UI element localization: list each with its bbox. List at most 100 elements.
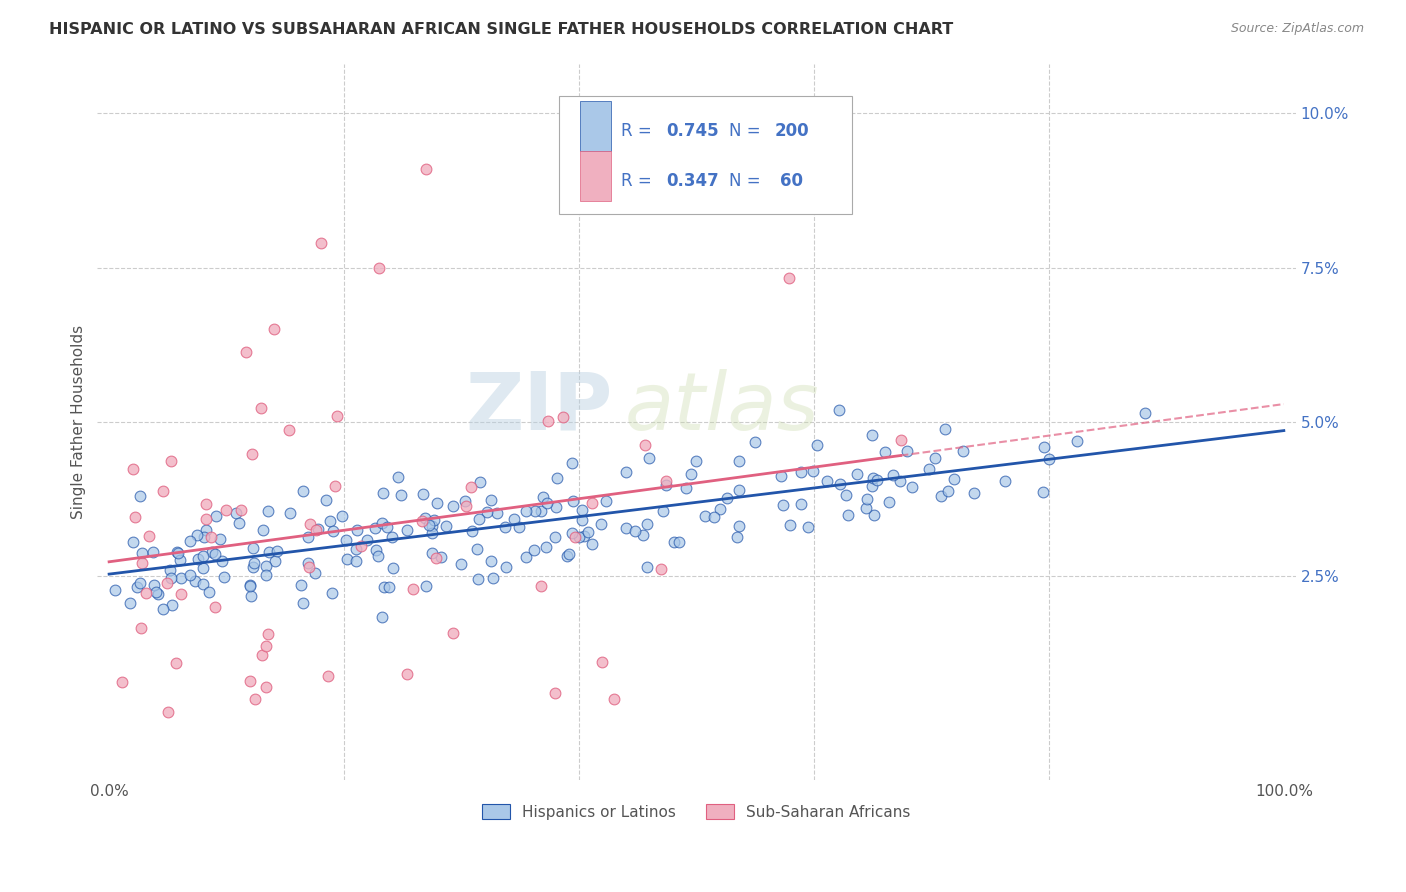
Point [326,409,349,423]
Point [200,531,222,545]
Point [170,586,193,600]
Point [502,512,524,526]
Point [924,450,946,465]
Point [430,549,453,564]
Point [242,560,264,574]
Point [837,508,859,522]
Point [543,530,565,544]
Point [815,474,838,488]
Point [193,549,215,563]
Point [662,535,685,549]
Point [453,494,475,508]
Point [243,692,266,706]
Point [128,489,150,503]
Point [256,627,278,641]
Point [568,530,591,544]
Point [1032,485,1054,500]
Point [531,490,554,504]
Point [305,523,328,537]
Point [418,518,440,533]
Point [292,483,315,498]
Text: 200: 200 [775,122,808,140]
Point [377,581,399,595]
Point [901,480,924,494]
Point [873,445,896,459]
Point [191,577,214,591]
Point [104,583,127,598]
Point [877,495,900,509]
Point [179,568,201,582]
Point [523,543,546,558]
Point [138,529,160,543]
Point [240,590,263,604]
Point [703,510,725,524]
Point [534,540,557,554]
Point [650,562,672,576]
Point [727,454,749,468]
Point [728,483,751,497]
Point [441,499,464,513]
Point [131,556,153,570]
Point [468,475,491,490]
Point [257,545,280,559]
Point [863,508,886,522]
Point [387,470,409,484]
Point [381,561,404,575]
Point [633,528,655,542]
Point [239,578,262,592]
Point [243,557,266,571]
Point [425,550,447,565]
Point [551,410,574,425]
Point [530,504,553,518]
Point [716,491,738,505]
Point [336,551,359,566]
Point [576,525,599,540]
Point [952,443,974,458]
Legend: Hispanics or Latinos, Sub-Saharan Africans: Hispanics or Latinos, Sub-Saharan Africa… [477,797,917,826]
Point [254,680,277,694]
Point [460,480,482,494]
FancyBboxPatch shape [558,96,852,214]
Point [636,560,658,574]
Text: Source: ZipAtlas.com: Source: ZipAtlas.com [1230,22,1364,36]
Point [434,519,457,533]
Point [454,499,477,513]
Point [166,545,188,559]
Point [796,520,818,534]
Point [364,521,387,535]
Point [420,546,443,560]
Point [152,601,174,615]
Point [744,434,766,449]
Point [561,456,583,470]
Point [229,502,252,516]
Point [675,481,697,495]
Point [461,524,484,538]
Point [537,414,560,428]
Text: ZIP: ZIP [465,368,613,447]
Point [129,621,152,635]
Point [307,522,329,536]
Point [297,556,319,570]
Point [860,479,883,493]
Text: 0.347: 0.347 [666,172,720,190]
Point [557,549,579,564]
Point [515,504,537,518]
Point [193,530,215,544]
Point [396,524,419,538]
Point [277,423,299,437]
Point [368,260,391,275]
Point [636,516,658,531]
FancyBboxPatch shape [581,102,612,151]
Point [422,526,444,541]
Point [299,516,322,531]
Point [356,533,378,547]
Point [142,545,165,559]
Point [475,505,498,519]
Point [304,566,326,581]
Point [411,514,433,528]
Point [450,557,472,571]
Point [595,494,617,508]
Point [297,530,319,544]
Point [558,547,581,561]
Point [465,542,488,557]
